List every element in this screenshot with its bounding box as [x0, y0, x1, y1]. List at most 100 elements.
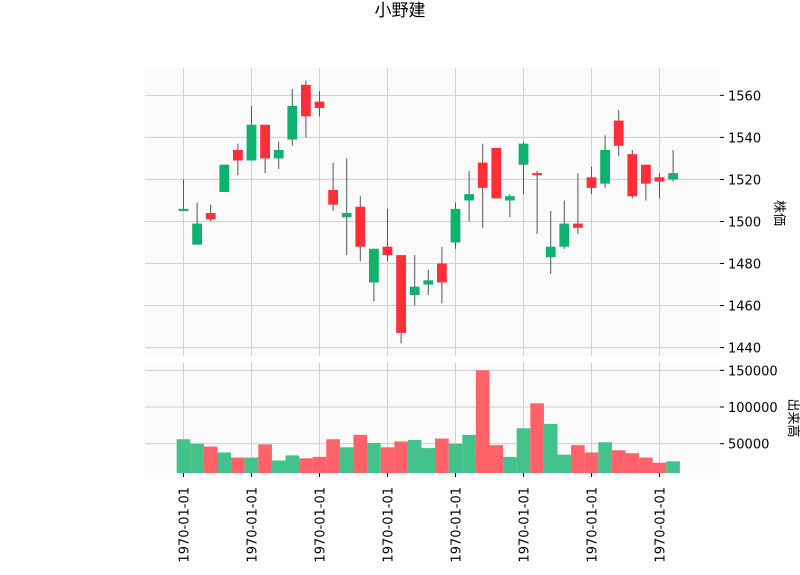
volume-bar	[176, 439, 191, 473]
candle-body	[205, 213, 216, 220]
volume-tick-label: 100000	[728, 401, 778, 416]
candle-body	[654, 177, 665, 182]
volume-panel: 50000 100000 150000	[145, 363, 778, 473]
volume-bar	[639, 457, 653, 473]
candle-body	[586, 177, 597, 188]
volume-bar	[312, 456, 327, 473]
volume-bar	[625, 453, 640, 473]
volume-tick-label: 150000	[728, 364, 778, 379]
volume-bar	[339, 447, 354, 473]
candle-body	[627, 154, 638, 197]
x-axis: 1970-01-01 1970-01-01 1970-01-01 1970-01-01…	[178, 473, 669, 563]
volume-bar	[258, 444, 272, 473]
price-tick-label: 1440	[728, 342, 761, 357]
candle-body	[301, 84, 311, 117]
volume-bar	[598, 442, 612, 473]
volume-bar	[489, 445, 504, 473]
volume-bar	[435, 438, 449, 473]
price-tick-label: 1460	[728, 300, 761, 315]
x-tick-label: 1970-01-01	[586, 487, 601, 563]
candle-body	[559, 223, 570, 247]
volume-bar	[367, 442, 381, 473]
candle-body	[396, 255, 406, 333]
volume-bar	[543, 423, 558, 473]
chart-title: 小野建	[375, 1, 426, 21]
price-tick-label: 1560	[728, 89, 761, 104]
candle-body	[219, 164, 230, 193]
x-tick-label: 1970-01-01	[314, 487, 329, 563]
volume-bar	[475, 370, 490, 473]
candle-body	[573, 223, 583, 228]
candle-body	[409, 286, 420, 296]
x-tick-label: 1970-01-01	[518, 487, 533, 563]
volume-bar	[666, 461, 680, 473]
candle-body	[260, 124, 270, 159]
candle-body	[287, 105, 298, 140]
volume-bar	[190, 443, 204, 473]
candle-body	[233, 149, 243, 161]
volume-bar	[244, 457, 259, 473]
volume-bar	[285, 455, 300, 473]
volume-bar	[421, 448, 436, 473]
volume-bar	[203, 446, 218, 473]
volume-bar	[299, 458, 313, 473]
candle-body	[314, 101, 325, 108]
candle-body	[600, 149, 610, 184]
volume-bar	[380, 447, 395, 473]
price-tick-label: 1480	[728, 258, 761, 273]
candle-body	[668, 173, 678, 180]
volume-bar	[557, 454, 572, 473]
candle-body	[464, 194, 474, 201]
candle-body	[273, 149, 284, 159]
volume-bar	[353, 434, 368, 473]
price-tick-label: 1540	[728, 131, 761, 146]
x-tick-label: 1970-01-01	[450, 487, 465, 563]
price-tick-label: 1520	[728, 173, 761, 188]
volume-bar	[503, 456, 517, 473]
volume-bar	[231, 457, 245, 473]
candle-body	[246, 124, 257, 161]
volume-bar	[611, 450, 626, 473]
x-tick-label: 1970-01-01	[246, 487, 261, 563]
candle-body	[505, 196, 515, 201]
candle-body	[477, 162, 488, 188]
candle-body	[641, 164, 651, 184]
candle-body	[369, 248, 379, 283]
candle-body	[423, 280, 434, 285]
candle-body	[192, 223, 202, 245]
volume-bar	[462, 434, 476, 473]
candle-body	[532, 173, 542, 176]
volume-bar	[530, 403, 544, 473]
volume-bar	[652, 462, 667, 473]
candle-body	[437, 263, 447, 283]
candle-body	[355, 206, 366, 247]
candle-body	[382, 246, 393, 256]
volume-bar	[394, 441, 408, 473]
x-tick-label: 1970-01-01	[654, 487, 669, 563]
candle-body	[328, 189, 338, 205]
volume-bar	[448, 443, 463, 473]
candle-body	[518, 143, 529, 165]
price-panel: 1440 1460 1480 1500 1520 1540 1560	[145, 68, 761, 357]
x-tick-label: 1970-01-01	[382, 487, 397, 563]
volume-bar	[571, 445, 585, 473]
volume-bar	[584, 452, 599, 473]
candle-body	[545, 246, 556, 258]
volume-bar	[326, 439, 340, 473]
volume-axis-label: 出来高	[785, 398, 800, 437]
candle-body	[178, 208, 189, 211]
price-panel-background	[145, 68, 720, 356]
x-tick-label: 1970-01-01	[178, 487, 193, 563]
volume-bar	[516, 428, 531, 473]
price-axis-label: 株価	[771, 200, 786, 226]
candle-body	[341, 213, 352, 218]
volume-tick-label: 50000	[728, 438, 769, 453]
volume-bar	[407, 440, 422, 473]
price-tick-label: 1500	[728, 215, 761, 230]
volume-bar	[217, 452, 232, 473]
candle-body	[613, 120, 624, 146]
volume-bar	[271, 460, 286, 473]
candle-body	[450, 208, 461, 243]
candle-body	[491, 147, 502, 199]
